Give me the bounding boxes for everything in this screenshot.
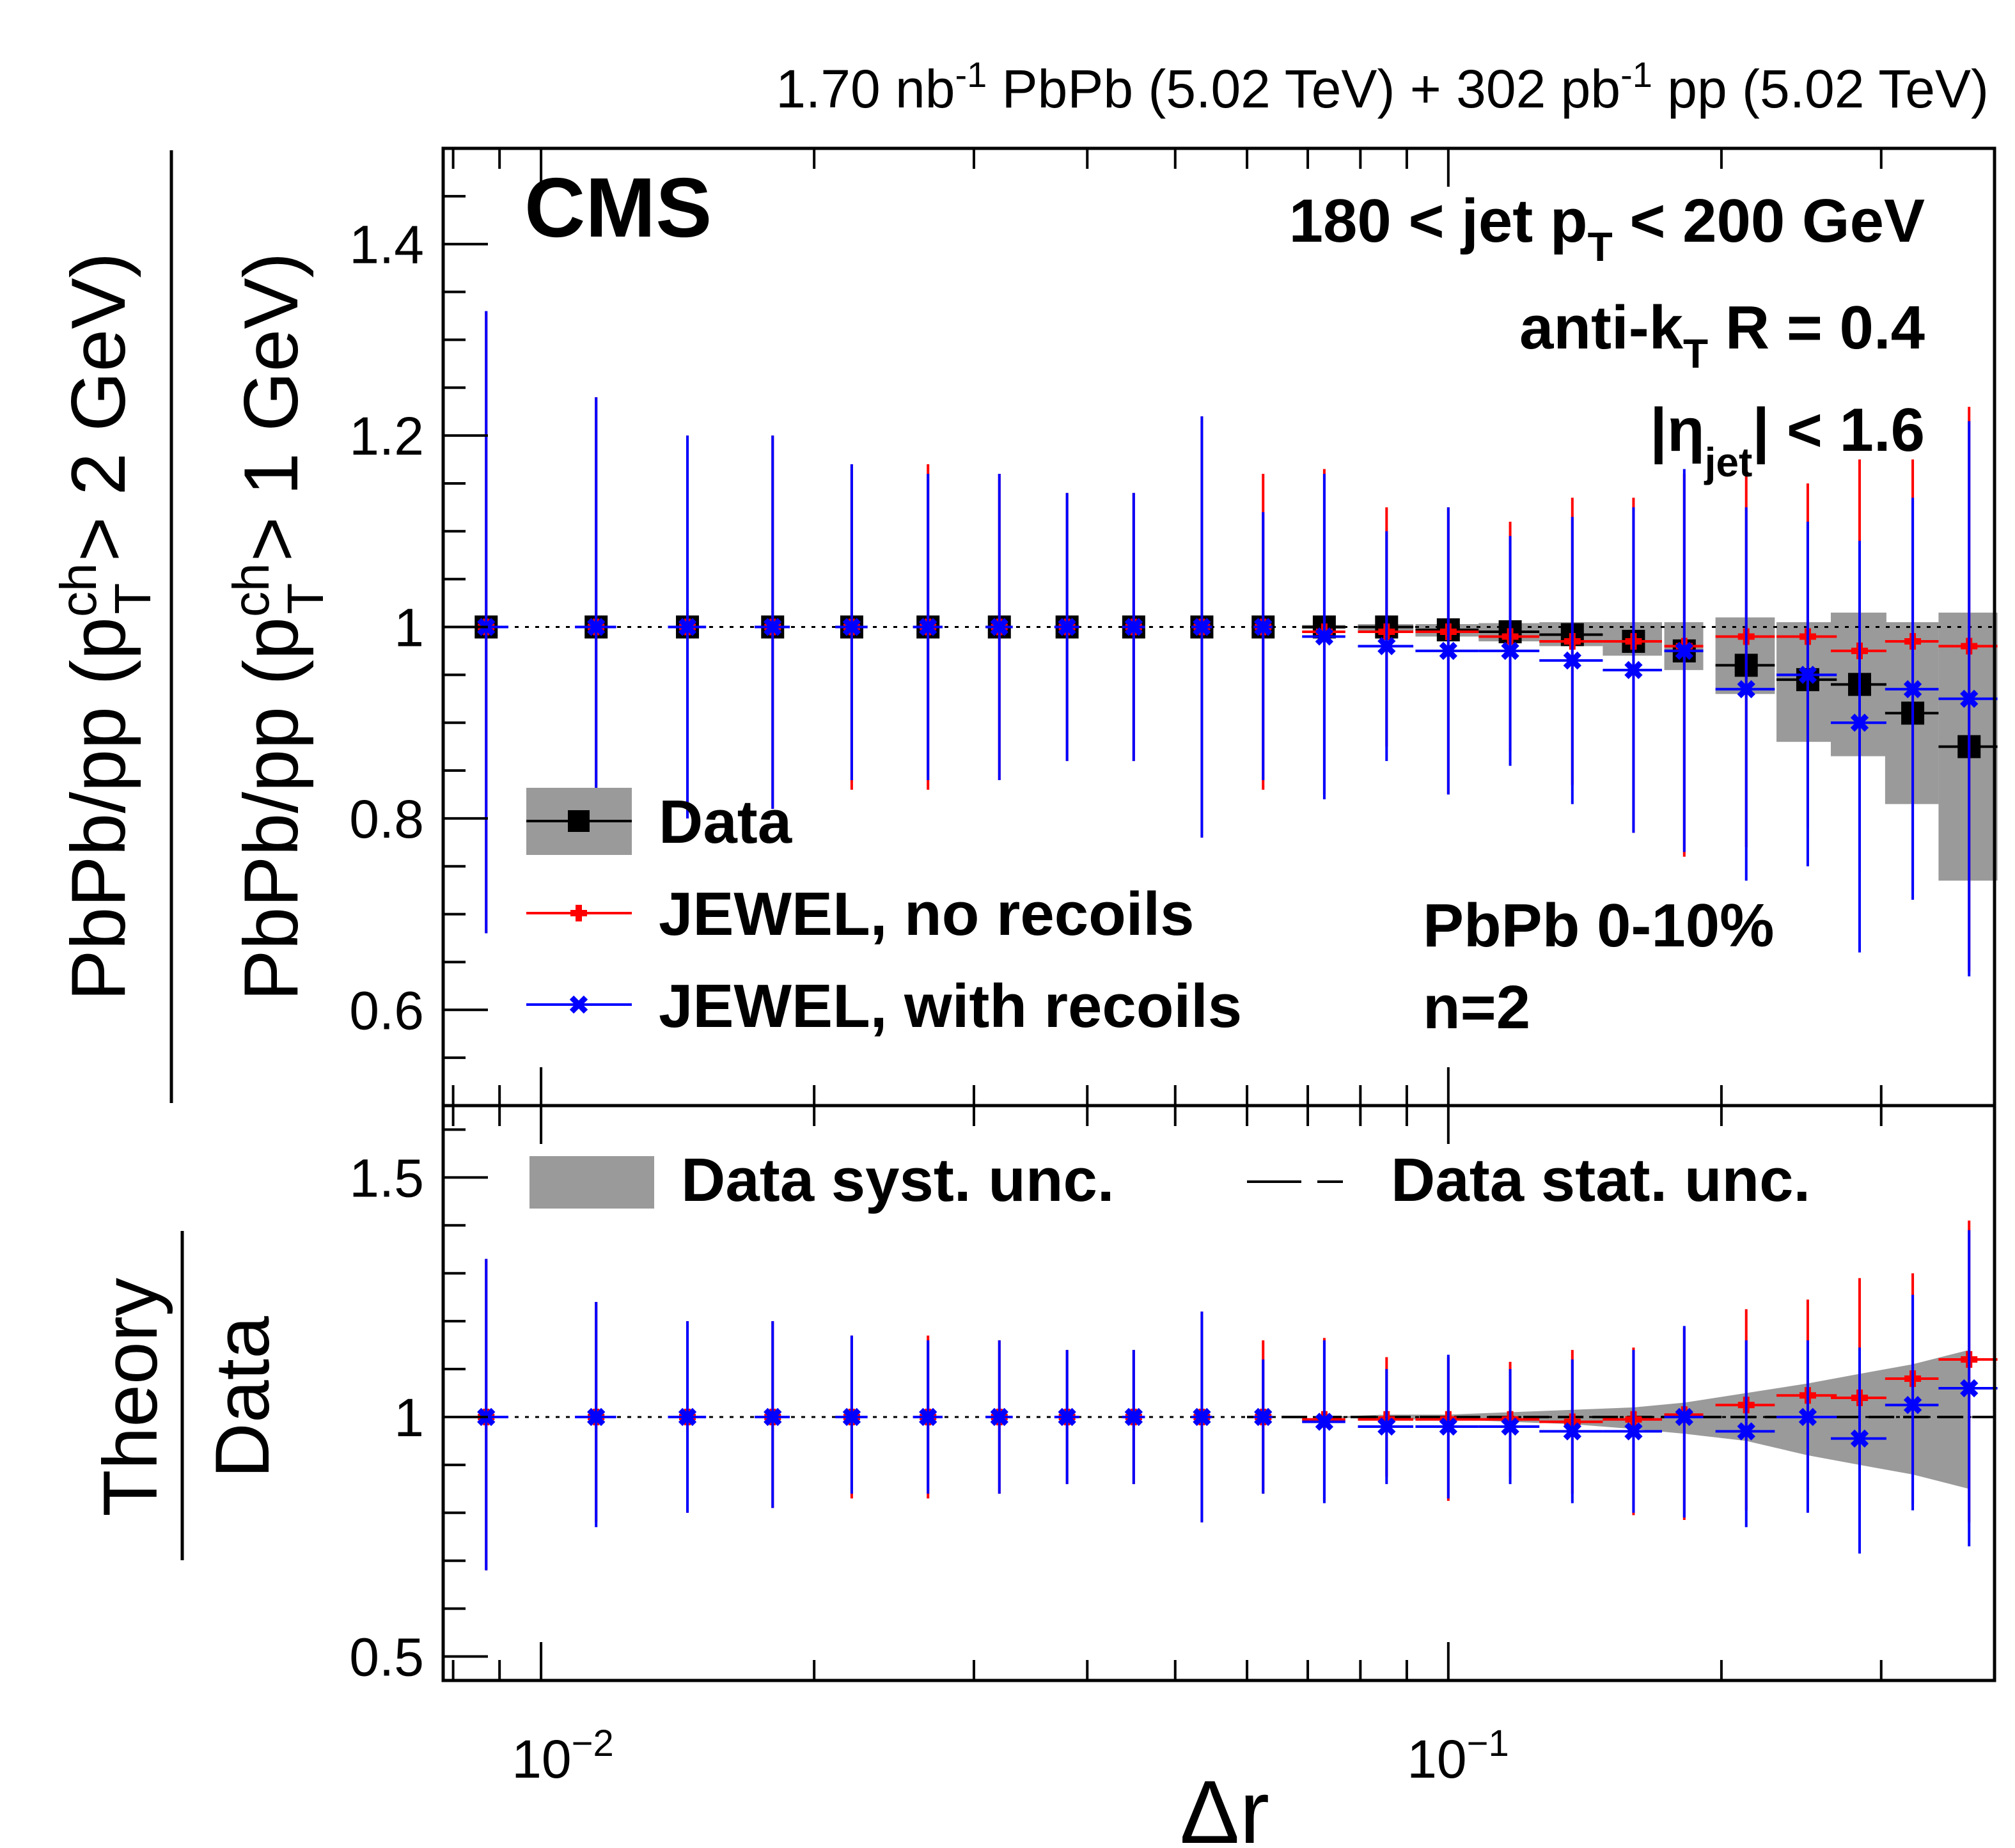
legend-stat-label: Data stat. unc. (1391, 1146, 1810, 1214)
ratio-with-recoils-point-marker (842, 1407, 861, 1427)
with-recoils-point-marker (1798, 666, 1817, 684)
bottom-panel: 0.5 1 1.5 Data syst. unc. Data stat. unc. (349, 1104, 1998, 1687)
centrality-label: PbPb 0-10% (1423, 891, 1775, 960)
ratio-with-recoils-point-marker (1501, 1417, 1519, 1436)
legend-no-recoils-marker (570, 905, 587, 921)
legend-entry-with-recoils: JEWEL, with recoils (526, 972, 1242, 1040)
xtick-label-1e-1: 10−1 (1407, 1723, 1509, 1789)
with-recoils-point-marker (1193, 618, 1211, 636)
bottom-ylabel-numerator: Theory (88, 1278, 173, 1516)
ratio-with-recoils-point-marker (1737, 1422, 1755, 1441)
bottom-plot-marks (443, 1220, 1998, 1570)
top-y-tick-label: 0.8 (349, 789, 424, 849)
x-axis-title: Δr (1180, 1762, 1269, 1848)
ratio-with-recoils-point-marker (587, 1407, 606, 1427)
xtick-label-1e-2: 10−2 (512, 1723, 614, 1789)
ratio-with-recoils-point-marker (678, 1407, 697, 1427)
legend-syst-label: Data syst. unc. (681, 1146, 1115, 1214)
with-recoils-point-marker (1439, 641, 1458, 661)
ratio-with-recoils-point-marker (1439, 1417, 1458, 1436)
n-label: n=2 (1423, 973, 1530, 1042)
ratio-with-recoils-point-marker (1377, 1417, 1396, 1436)
with-recoils-point-marker (1624, 661, 1643, 680)
with-recoils-point-marker (1737, 680, 1755, 698)
bottom-y-tick-label: 1 (394, 1388, 424, 1448)
ratio-with-recoils-point-marker (1058, 1407, 1076, 1427)
lumi-label: 1.70 nb-1 PbPb (5.02 TeV) + 302 pb-1 pp … (776, 54, 1989, 119)
algo-label: anti-kT R = 0.4 (1519, 294, 1925, 377)
ratio-with-recoils-point-marker (764, 1407, 782, 1427)
ratio-with-recoils-point-marker (1675, 1407, 1693, 1427)
legend-entry-data: Data (526, 788, 792, 856)
top-panel: 0.6 0.8 1 1.2 1.4 CMS 180 < jet pT < 200 GeV… (349, 146, 1998, 1108)
with-recoils-point-marker (1254, 618, 1273, 636)
bottom-y-axis-title: Theory Data (88, 1231, 285, 1560)
top-ylabel-numerator: PbPb/pp (pchT > 2 GeV) (50, 253, 161, 1001)
legend-no-recoils-label: JEWEL, no recoils (659, 880, 1195, 948)
cms-label: CMS (524, 161, 712, 254)
ratio-with-recoils-point-marker (919, 1407, 937, 1427)
ratio-with-recoils-point-marker (1624, 1422, 1643, 1441)
top-plot-marks (443, 311, 1998, 976)
bottom-axis-ticks: 0.5 1 1.5 (349, 1106, 1996, 1687)
top-axis-ticks: 0.6 0.8 1 1.2 1.4 (349, 147, 1996, 1107)
ratio-with-recoils-point-marker (1124, 1407, 1143, 1427)
jet-pt-label: 180 < jet pT < 200 GeV (1289, 187, 1925, 270)
legend-data-marker (568, 810, 590, 832)
bottom-ylabel-denominator: Data (200, 1316, 285, 1478)
ratio-syst-band (486, 1350, 1970, 1489)
top-y-tick-label: 1.4 (349, 215, 424, 275)
ratio-with-recoils-point-marker (1798, 1407, 1817, 1427)
bottom-y-tick-label: 1.5 (349, 1148, 424, 1208)
top-y-tick-label: 0.6 (349, 980, 424, 1040)
top-y-tick-label: 1 (394, 598, 424, 658)
with-recoils-point-marker (1058, 618, 1076, 636)
with-recoils-point-marker (678, 618, 697, 636)
legend-data-label: Data (659, 788, 792, 856)
with-recoils-point-marker (587, 618, 606, 636)
bottom-legend: Data syst. unc. Data stat. unc. (529, 1146, 1810, 1214)
with-recoils-point-marker (1850, 714, 1869, 732)
legend-with-recoils-marker (569, 995, 588, 1014)
ratio-with-recoils-point-marker (1254, 1407, 1273, 1427)
with-recoils-point-marker (1563, 651, 1581, 670)
legend: Data JEWEL, no recoils JEWEL, with recoi… (526, 788, 1242, 1040)
top-y-tick-label: 1.2 (349, 406, 424, 466)
ratio-with-recoils-point-marker (1850, 1429, 1869, 1448)
bottom-frame (441, 1104, 1996, 1682)
with-recoils-point-marker (842, 618, 861, 636)
with-recoils-point-marker (1315, 627, 1334, 646)
legend-syst-swatch (529, 1156, 654, 1209)
with-recoils-point-marker (1377, 637, 1396, 655)
legend-with-recoils-label: JEWEL, with recoils (659, 972, 1242, 1040)
ratio-with-recoils-point-marker (1193, 1407, 1211, 1427)
ratio-with-recoils-point-marker (1960, 1379, 1979, 1398)
with-recoils-point-marker (990, 618, 1008, 636)
ratio-with-recoils-point-marker (1903, 1396, 1922, 1414)
with-recoils-point-marker (764, 618, 782, 636)
with-recoils-point-marker (919, 618, 937, 636)
bottom-y-tick-label: 0.5 (349, 1627, 424, 1687)
legend-entry-no-recoils: JEWEL, no recoils (526, 880, 1195, 948)
with-recoils-point-marker (1124, 618, 1143, 636)
ratio-with-recoils-point-marker (1563, 1422, 1581, 1441)
with-recoils-point-marker (1960, 689, 1979, 708)
with-recoils-point-marker (1903, 680, 1922, 698)
top-ylabel-denominator: PbPb/pp (pchT > 1 GeV) (223, 253, 334, 1001)
ratio-with-recoils-point-marker (1315, 1413, 1334, 1431)
top-y-axis-title: PbPb/pp (pchT > 2 GeV) PbPb/pp (pchT > 1… (50, 150, 334, 1103)
with-recoils-point-marker (1675, 641, 1693, 661)
with-recoils-point-marker (1501, 641, 1519, 661)
eta-label: |ηjet| < 1.6 (1650, 396, 1925, 485)
ratio-with-recoils-point-marker (990, 1407, 1008, 1427)
